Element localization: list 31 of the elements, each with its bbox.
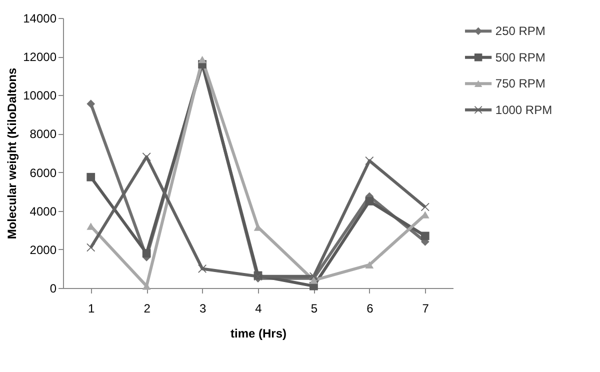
x-tick-label: 6	[366, 302, 374, 316]
point	[86, 100, 96, 108]
legend-label: 750 RPM	[495, 76, 546, 91]
point	[86, 172, 96, 182]
y-tick-label: 0	[50, 282, 57, 296]
point	[420, 232, 430, 240]
y-tick-label: 6000	[30, 166, 57, 180]
point	[142, 249, 151, 258]
x-tick-label: 1	[88, 302, 96, 316]
point	[310, 276, 318, 284]
point	[142, 152, 151, 162]
x-tick-label: 3	[199, 302, 206, 316]
legend-label: 1000 RPM	[495, 102, 552, 117]
y-tick-label: 4000	[30, 204, 57, 218]
y-axis-title: Molecular weight (KiloDaltons	[5, 68, 20, 240]
x-tick-label: 4	[255, 302, 262, 316]
y-tick-label: 8000	[30, 127, 57, 142]
x-tick-label: 5	[310, 302, 318, 316]
y-tick-label: 12000	[23, 50, 57, 64]
point	[365, 197, 374, 206]
point	[198, 56, 206, 64]
legend-label: 250 RPM	[495, 24, 546, 38]
x-tick-label: 2	[144, 302, 151, 316]
y-tick-label: 14000	[23, 12, 57, 26]
point	[365, 261, 374, 268]
x-axis-title: time (Hrs)	[230, 326, 287, 340]
legend-label: 500 RPM	[495, 50, 546, 64]
y-tick-label: 10000	[23, 88, 57, 103]
point	[198, 264, 206, 273]
y-tick-label: 2000	[30, 242, 57, 257]
x-tick-label: 7	[422, 302, 430, 316]
